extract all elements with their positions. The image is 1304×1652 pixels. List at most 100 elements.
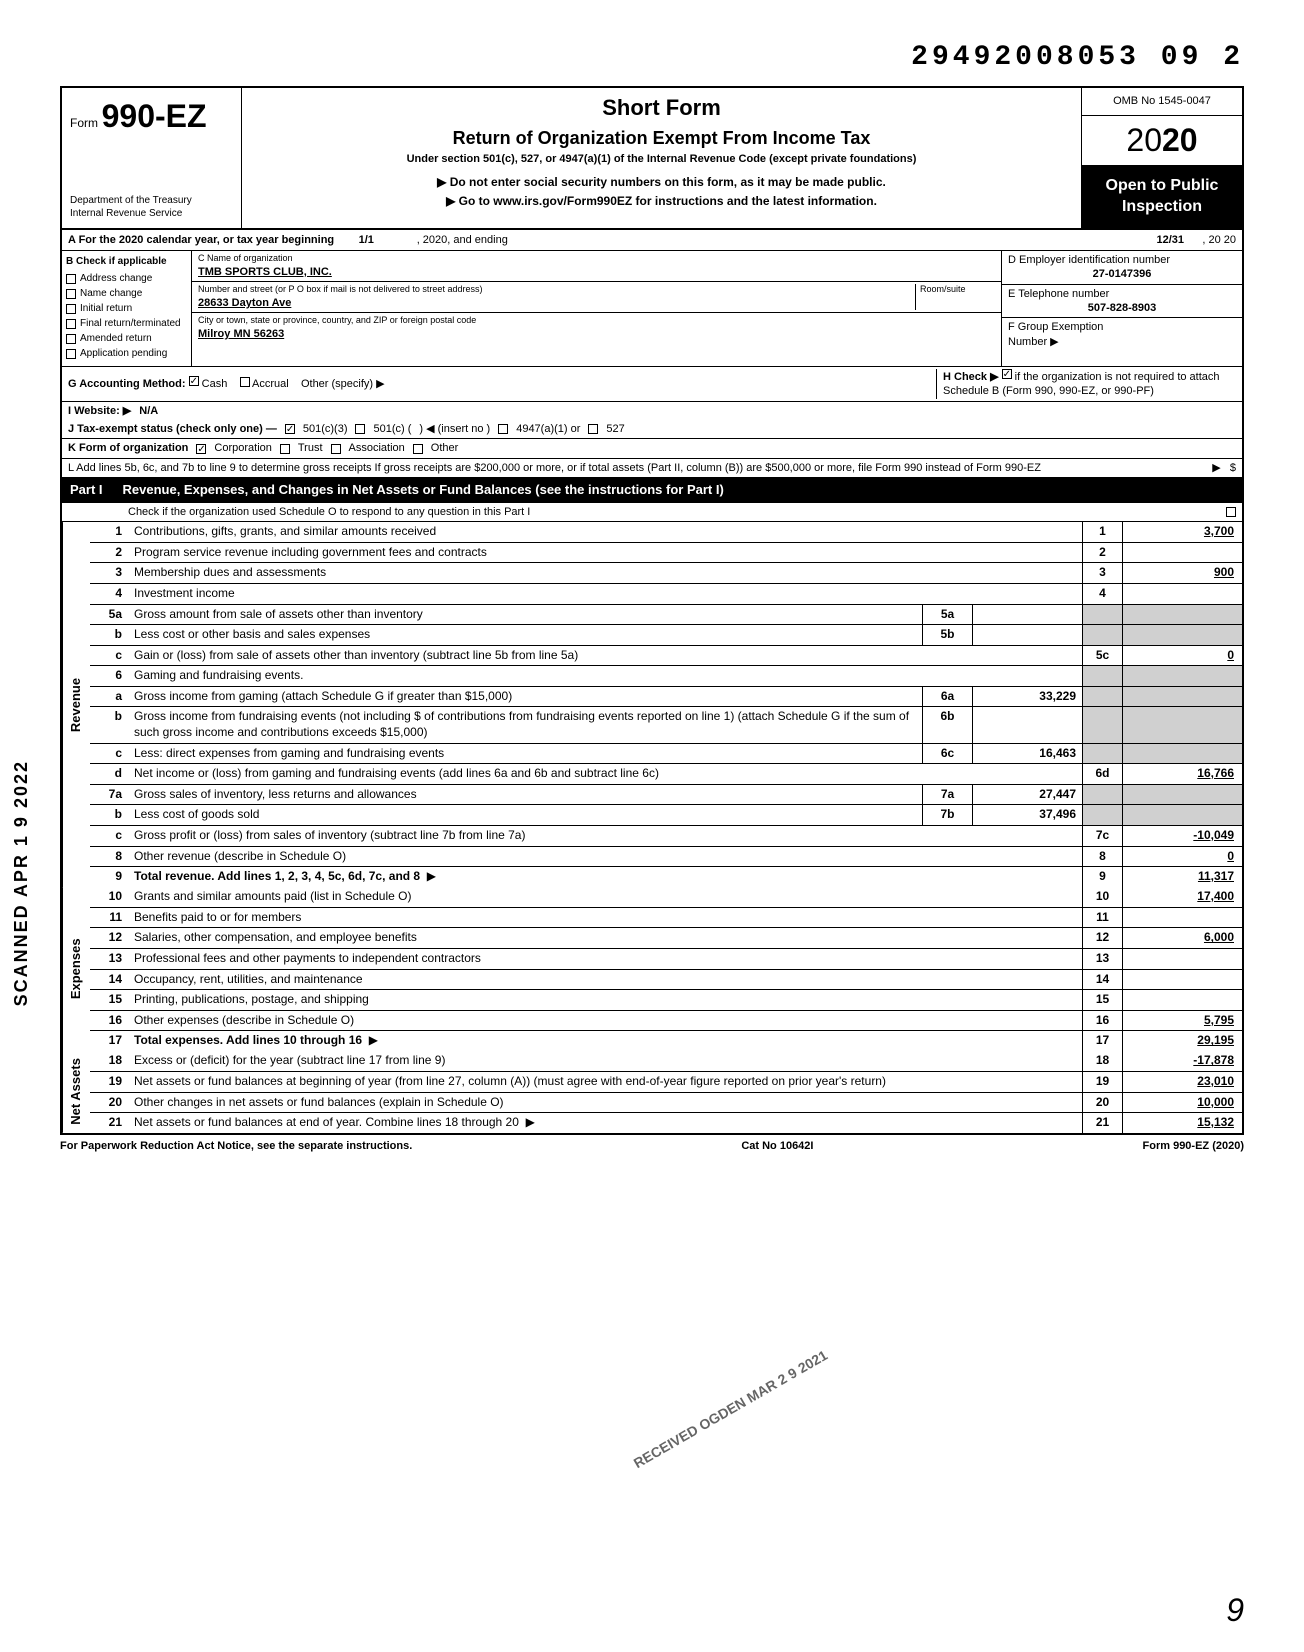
- chk-final-return[interactable]: [66, 319, 76, 329]
- website-value: N/A: [139, 404, 158, 418]
- l5b-desc: Less cost or other basis and sales expen…: [130, 625, 922, 645]
- l6a-sub: 6a: [922, 687, 972, 707]
- lbl-assoc: Association: [349, 441, 405, 455]
- l6d-col: 6d: [1082, 764, 1122, 784]
- l1-col: 1: [1082, 522, 1122, 542]
- chk-amended[interactable]: [66, 334, 76, 344]
- chk-cash[interactable]: [189, 376, 199, 386]
- subtitle: Under section 501(c), 527, or 4947(a)(1)…: [252, 152, 1071, 166]
- scanned-stamp: SCANNED APR 1 9 2022: [10, 760, 33, 1006]
- l6a-desc: Gross income from gaming (attach Schedul…: [130, 687, 922, 707]
- l7b-desc: Less cost of goods sold: [130, 805, 922, 825]
- l10-desc: Grants and similar amounts paid (list in…: [130, 887, 1082, 907]
- l10-amt: 17,400: [1122, 887, 1242, 907]
- footer-left: For Paperwork Reduction Act Notice, see …: [60, 1139, 412, 1153]
- chk-address-change[interactable]: [66, 274, 76, 284]
- l6a-shade: [1082, 687, 1122, 707]
- l13-desc: Professional fees and other payments to …: [130, 949, 1082, 969]
- l1-no: 1: [90, 522, 130, 542]
- part-1-check-row: Check if the organization used Schedule …: [60, 503, 1244, 522]
- l6b-no: b: [90, 707, 130, 742]
- l6c-desc: Less: direct expenses from gaming and fu…: [130, 744, 922, 764]
- row-a-end: 12/31: [1156, 234, 1184, 246]
- l13-amt: [1122, 949, 1242, 969]
- dept-treasury: Department of the Treasury: [70, 194, 233, 207]
- l20-no: 20: [90, 1093, 130, 1113]
- part-1-label: Part I: [70, 482, 103, 499]
- l5c-desc: Gain or (loss) from sale of assets other…: [130, 646, 1082, 666]
- l11-no: 11: [90, 908, 130, 928]
- netassets-label: Net Assets: [62, 1051, 90, 1133]
- chk-schedule-b[interactable]: [1002, 369, 1012, 379]
- j-label: J Tax-exempt status (check only one) —: [68, 422, 277, 436]
- l5c-amt: 0: [1122, 646, 1242, 666]
- tax-year: 2020: [1082, 116, 1242, 167]
- l7a-subval: 27,447: [972, 785, 1082, 805]
- footer: For Paperwork Reduction Act Notice, see …: [60, 1135, 1244, 1157]
- l7a-sub: 7a: [922, 785, 972, 805]
- lbl-other-method: Other (specify) ▶: [301, 378, 385, 390]
- l7b-shade2: [1122, 805, 1242, 825]
- l10-col: 10: [1082, 887, 1122, 907]
- form-prefix: Form: [70, 116, 98, 130]
- l3-amt: 900: [1122, 563, 1242, 583]
- received-stamp: RECEIVED OGDEN MAR 2 9 2021: [630, 1346, 830, 1472]
- l19-desc: Net assets or fund balances at beginning…: [130, 1072, 1082, 1092]
- chk-527[interactable]: [588, 424, 598, 434]
- ssn-warning: ▶ Do not enter social security numbers o…: [252, 175, 1071, 191]
- chk-other-org[interactable]: [413, 444, 423, 454]
- lbl-final-return: Final return/terminated: [80, 317, 181, 330]
- org-address: 28633 Dayton Ave: [198, 296, 915, 310]
- chk-schedule-o[interactable]: [1226, 507, 1236, 517]
- l12-no: 12: [90, 928, 130, 948]
- revenue-label: Revenue: [62, 522, 90, 887]
- l7b-subval: 37,496: [972, 805, 1082, 825]
- l7c-no: c: [90, 826, 130, 846]
- l7c-amt: -10,049: [1122, 826, 1242, 846]
- chk-501c3[interactable]: [285, 424, 295, 434]
- lbl-app-pending: Application pending: [80, 347, 167, 360]
- row-a-prefix: A For the 2020 calendar year, or tax yea…: [68, 234, 334, 246]
- chk-4947[interactable]: [498, 424, 508, 434]
- l9-desc: Total revenue. Add lines 1, 2, 3, 4, 5c,…: [130, 867, 1082, 887]
- phone-label: E Telephone number: [1008, 287, 1236, 301]
- room-label: Room/suite: [920, 284, 995, 296]
- l1-amt: 3,700: [1122, 522, 1242, 542]
- ein-value: 27-0147396: [1008, 267, 1236, 281]
- l6c-shade: [1082, 744, 1122, 764]
- chk-app-pending[interactable]: [66, 349, 76, 359]
- row-a-mid: , 2020, and ending: [417, 234, 508, 246]
- expenses-label: Expenses: [62, 887, 90, 1051]
- chk-trust[interactable]: [280, 444, 290, 454]
- l15-col: 15: [1082, 990, 1122, 1010]
- chk-501c[interactable]: [355, 424, 365, 434]
- l7a-shade: [1082, 785, 1122, 805]
- l5b-sub: 5b: [922, 625, 972, 645]
- l14-col: 14: [1082, 970, 1122, 990]
- l5b-no: b: [90, 625, 130, 645]
- l6-shade2: [1122, 666, 1242, 686]
- l6b-subval: [972, 707, 1082, 742]
- k-label: K Form of organization: [68, 441, 188, 455]
- footer-mid: Cat No 10642I: [741, 1139, 813, 1153]
- lbl-501c: 501(c) (: [373, 422, 411, 436]
- l21-no: 21: [90, 1113, 130, 1133]
- group-exempt-number: Number ▶: [1008, 335, 1236, 349]
- chk-accrual[interactable]: [240, 377, 250, 387]
- chk-corp[interactable]: [196, 444, 206, 454]
- row-a-suffix: , 20 20: [1202, 234, 1236, 246]
- l6b-desc: Gross income from fundraising events (no…: [130, 707, 922, 742]
- l7a-desc: Gross sales of inventory, less returns a…: [130, 785, 922, 805]
- org-info-block: B Check if applicable Address change Nam…: [60, 251, 1244, 367]
- l5a-desc: Gross amount from sale of assets other t…: [130, 605, 922, 625]
- l2-amt: [1122, 543, 1242, 563]
- l18-amt: -17,878: [1122, 1051, 1242, 1071]
- l2-col: 2: [1082, 543, 1122, 563]
- chk-assoc[interactable]: [331, 444, 341, 454]
- l17-desc: Total expenses. Add lines 10 through 16 …: [130, 1031, 1082, 1051]
- chk-name-change[interactable]: [66, 289, 76, 299]
- l15-no: 15: [90, 990, 130, 1010]
- l12-col: 12: [1082, 928, 1122, 948]
- return-title: Return of Organization Exempt From Incom…: [252, 127, 1071, 150]
- chk-initial-return[interactable]: [66, 304, 76, 314]
